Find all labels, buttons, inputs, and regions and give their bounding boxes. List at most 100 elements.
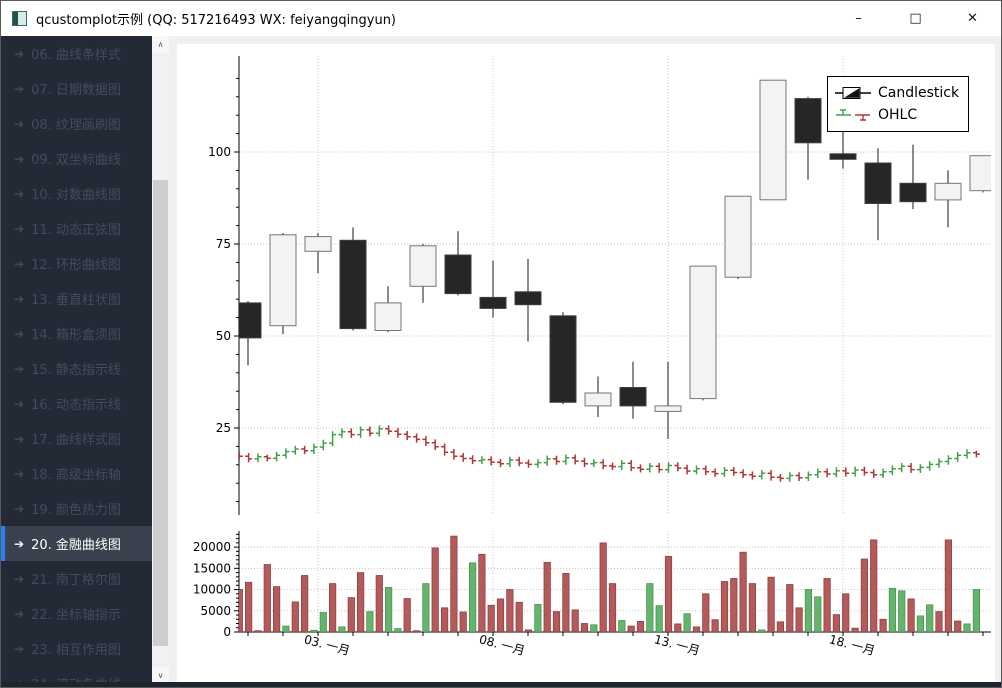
scroll-up-icon[interactable]: ∧ xyxy=(152,36,169,53)
candlestick-series xyxy=(239,79,991,439)
legend-item-ohlc[interactable]: OHLC xyxy=(835,104,959,126)
chart-legend: Candlestick OHLC xyxy=(827,76,970,132)
sidebar-item-label: 09. 双坐标曲线 xyxy=(31,153,121,168)
ohlc-bar xyxy=(898,463,906,473)
sidebar-item-label: 15. 静态指示线 xyxy=(31,363,121,378)
ohlc-bar xyxy=(609,462,616,470)
svg-text:50: 50 xyxy=(216,329,231,343)
candle xyxy=(584,392,612,407)
volume-bar xyxy=(384,587,393,632)
scrollbar-thumb[interactable] xyxy=(153,180,168,646)
sidebar-item-11[interactable]: ➔ 11. 动态正弦图 xyxy=(1,211,152,246)
sidebar-item-07[interactable]: ➔ 07. 日期数据图 xyxy=(1,71,152,106)
candle xyxy=(304,236,332,252)
ohlc-bar xyxy=(804,471,812,481)
scroll-down-icon[interactable]: ∨ xyxy=(152,667,169,684)
ohlc-bar xyxy=(767,470,775,481)
ohlc-bar xyxy=(245,453,253,463)
volume-bar xyxy=(730,578,738,632)
volume-bar xyxy=(935,611,943,632)
volume-bar xyxy=(898,590,906,632)
ohlc-bar xyxy=(375,425,383,437)
sidebar-item-20[interactable]: ➔ 20. 金融曲线图 xyxy=(1,526,152,561)
volume-bar xyxy=(263,564,271,632)
arrow-icon: ➔ xyxy=(14,221,25,236)
ohlc-bar xyxy=(963,449,971,459)
sidebar-item-16[interactable]: ➔ 16. 动态指示线 xyxy=(1,386,152,421)
sidebar-item-23[interactable]: ➔ 23. 相互作用图 xyxy=(1,631,152,666)
ohlc-bar xyxy=(926,461,934,471)
volume-bar xyxy=(375,575,383,632)
sidebar-item-15[interactable]: ➔ 15. 静态指示线 xyxy=(1,351,152,386)
ohlc-bar xyxy=(282,448,290,459)
volume-bar xyxy=(879,618,887,632)
close-button[interactable]: ✕ xyxy=(967,11,978,26)
ohlc-legend-icon xyxy=(836,109,870,121)
volume-bar xyxy=(870,539,878,632)
legend-item-candlestick[interactable]: Candlestick xyxy=(835,82,959,104)
ohlc-bar xyxy=(795,472,803,481)
volume-bar xyxy=(748,583,757,632)
ohlc-bar xyxy=(385,425,393,435)
ohlc-bar xyxy=(870,469,878,478)
ohlc-bar xyxy=(665,462,672,473)
volume-bar xyxy=(692,626,701,632)
svg-text:75: 75 xyxy=(216,237,231,251)
volume-bar xyxy=(534,604,542,632)
ohlc-bar xyxy=(301,445,309,455)
ohlc-bar xyxy=(506,456,514,467)
ohlc-bar xyxy=(832,467,840,478)
sidebar-item-08[interactable]: ➔ 08. 纹理画刷图 xyxy=(1,106,152,141)
volume-bar xyxy=(627,625,635,632)
candle xyxy=(549,315,577,403)
candle xyxy=(619,387,647,407)
volume-bar xyxy=(431,547,439,632)
volume-bar xyxy=(636,621,645,632)
volume-bar xyxy=(450,535,458,632)
sidebar-item-label: 14. 箱形盒须图 xyxy=(31,328,121,343)
ohlc-bar xyxy=(487,456,495,466)
ohlc-bar xyxy=(431,439,439,451)
ohlc-bar xyxy=(655,463,663,473)
volume-bar xyxy=(347,597,355,632)
sidebar-item-22[interactable]: ➔ 22. 坐标轴指示 xyxy=(1,596,152,631)
sidebar-item-17[interactable]: ➔ 17. 曲线样式图 xyxy=(1,421,152,456)
arrow-icon: ➔ xyxy=(14,151,25,166)
volume-bar xyxy=(674,623,682,632)
ohlc-bar xyxy=(254,453,262,463)
candle xyxy=(239,302,262,339)
sidebar-item-18[interactable]: ➔ 18. 高级坐标轴 xyxy=(1,456,152,491)
sidebar-item-13[interactable]: ➔ 13. 垂直柱状图 xyxy=(1,281,152,316)
sidebar-item-14[interactable]: ➔ 14. 箱形盒须图 xyxy=(1,316,152,351)
volume-bar xyxy=(646,583,654,632)
sidebar-scrollbar[interactable]: ∧ ∨ xyxy=(152,36,169,684)
svg-text:18. 一月: 18. 一月 xyxy=(828,632,877,658)
sidebar-item-09[interactable]: ➔ 09. 双坐标曲线 xyxy=(1,141,152,176)
financial-chart[interactable]: 25 50 75 100 0 5000 10000 15000 20000 03. 一月 08. 一… xyxy=(177,44,995,682)
maximize-button[interactable]: □ xyxy=(909,11,922,26)
ohlc-bar xyxy=(646,463,654,473)
minimize-button[interactable]: – xyxy=(855,11,862,26)
svg-text:20000: 20000 xyxy=(193,540,231,554)
ohlc-bar xyxy=(525,459,532,468)
volume-bar xyxy=(590,624,598,632)
sidebar-item-label: 20. 金融曲线图 xyxy=(31,538,121,553)
legend-label-ohlc: OHLC xyxy=(878,107,918,123)
arrow-icon: ➔ xyxy=(14,81,25,96)
sidebar-item-10[interactable]: ➔ 10. 对数曲线图 xyxy=(1,176,152,211)
sidebar-item-12[interactable]: ➔ 12. 环形曲线图 xyxy=(1,246,152,281)
ohlc-bar xyxy=(860,466,868,476)
volume-bar xyxy=(664,556,673,632)
ohlc-bar xyxy=(422,436,430,446)
sidebar-item-label: 17. 曲线样式图 xyxy=(31,433,121,448)
arrow-icon: ➔ xyxy=(14,431,25,446)
candle xyxy=(829,153,857,160)
sidebar-item-19[interactable]: ➔ 19. 颜色热力图 xyxy=(1,491,152,526)
sidebar-item-21[interactable]: ➔ 21. 南丁格尔图 xyxy=(1,561,152,596)
volume-bar xyxy=(301,575,309,632)
ohlc-bar xyxy=(721,467,728,477)
sidebar-item-06[interactable]: ➔ 06. 曲线条样式 xyxy=(1,36,152,71)
volume-bar xyxy=(972,589,981,632)
arrow-icon: ➔ xyxy=(14,606,25,621)
sidebar-item-24[interactable]: ➔ 24. 滚动条曲线 xyxy=(1,666,152,685)
